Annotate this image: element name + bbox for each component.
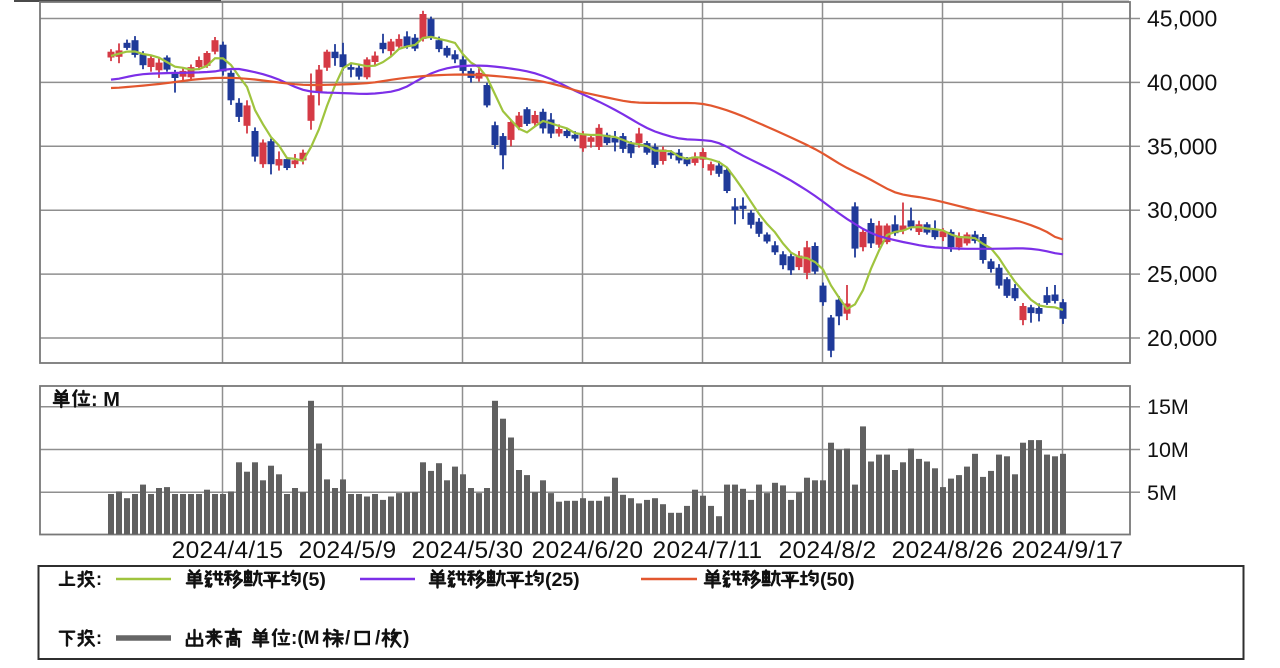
svg-text:2024/5/9: 2024/5/9 bbox=[299, 537, 397, 564]
svg-text:2024/4/15: 2024/4/15 bbox=[172, 537, 284, 564]
svg-text:30,000: 30,000 bbox=[1147, 197, 1217, 223]
svg-text:2024/9/17: 2024/9/17 bbox=[1012, 537, 1124, 564]
svg-text:: M: : M bbox=[91, 389, 120, 411]
svg-text:/: / bbox=[375, 628, 381, 649]
svg-text:35,000: 35,000 bbox=[1147, 133, 1217, 159]
svg-text::: : bbox=[96, 628, 102, 648]
svg-text:15M: 15M bbox=[1147, 395, 1189, 419]
svg-text:/: / bbox=[345, 628, 351, 649]
svg-text:5M: 5M bbox=[1147, 481, 1177, 505]
svg-text:(50): (50) bbox=[820, 569, 855, 591]
svg-text:2024/6/20: 2024/6/20 bbox=[532, 537, 644, 564]
svg-text:2024/8/2: 2024/8/2 bbox=[779, 537, 877, 564]
svg-text:(25): (25) bbox=[545, 569, 580, 591]
svg-text:2024/8/26: 2024/8/26 bbox=[892, 537, 1004, 564]
svg-text:40,000: 40,000 bbox=[1147, 69, 1217, 95]
svg-text:25,000: 25,000 bbox=[1147, 261, 1217, 287]
svg-text:10M: 10M bbox=[1147, 438, 1189, 462]
svg-text:(5): (5) bbox=[302, 569, 326, 591]
svg-text:2024/7/11: 2024/7/11 bbox=[653, 537, 763, 564]
svg-text::(M: :(M bbox=[291, 628, 319, 649]
svg-text:2024/5/30: 2024/5/30 bbox=[412, 537, 524, 564]
svg-text::: : bbox=[96, 569, 102, 589]
svg-text:45,000: 45,000 bbox=[1147, 6, 1217, 32]
svg-text:): ) bbox=[403, 628, 409, 649]
svg-text:20,000: 20,000 bbox=[1147, 325, 1217, 351]
